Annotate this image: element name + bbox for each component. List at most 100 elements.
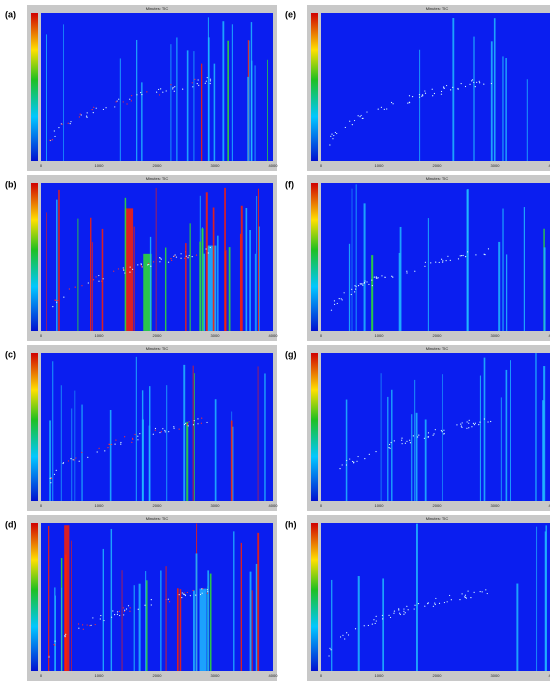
streak — [214, 399, 217, 501]
peak-dot — [432, 605, 435, 607]
streak — [502, 56, 504, 161]
streak — [124, 197, 127, 331]
peak-dot — [114, 443, 116, 445]
peak-dot — [434, 429, 436, 431]
streak — [248, 40, 250, 161]
streak — [505, 254, 508, 331]
peak-dot — [207, 591, 209, 593]
peak-dot — [123, 614, 125, 616]
peak-dot — [173, 427, 175, 429]
streak — [415, 523, 418, 671]
peak-dot — [124, 272, 126, 274]
peak-dot — [82, 624, 84, 626]
peak-dot — [464, 594, 467, 596]
streak — [257, 532, 260, 671]
peak-dot — [174, 254, 176, 256]
peak-dot — [427, 432, 430, 434]
x-tick-label: 0 — [40, 673, 43, 678]
peak-dot — [471, 80, 473, 82]
peak-dot — [160, 431, 162, 433]
streak — [145, 571, 147, 671]
peak-dot — [209, 80, 212, 82]
x-tick-label: 3000 — [211, 163, 221, 168]
streak — [145, 580, 148, 671]
peak-dot — [205, 80, 207, 82]
streak — [133, 226, 135, 331]
peak-dot — [347, 634, 350, 636]
peak-dot — [485, 589, 487, 591]
peak-dot — [197, 79, 199, 81]
x-tick-label: 3000 — [211, 673, 221, 678]
panel-title: Minutes: TIC — [426, 6, 449, 11]
peak-dot — [479, 590, 481, 593]
peak-dot — [332, 138, 334, 140]
streak — [239, 233, 242, 331]
peak-dot — [418, 94, 421, 96]
streak — [207, 245, 217, 331]
plot-area — [321, 353, 550, 501]
peak-dot — [479, 421, 481, 423]
x-tick-label: 1000 — [375, 163, 385, 168]
peak-dot — [413, 608, 415, 610]
peak-dot — [187, 257, 189, 259]
peak-dot — [95, 276, 97, 278]
x-tick-label: 0 — [40, 163, 43, 168]
peak-dot — [464, 255, 467, 258]
peak-dot — [67, 122, 69, 124]
peak-dot — [487, 248, 490, 250]
peak-dot — [55, 469, 57, 471]
peak-dot — [74, 286, 76, 288]
peak-dot — [350, 293, 352, 296]
x-tick-label: 4000 — [549, 333, 550, 338]
color-bar — [311, 183, 318, 331]
peak-dot — [184, 251, 187, 253]
peak-dot — [432, 95, 434, 97]
peak-dot — [457, 87, 459, 90]
peak-dot — [116, 613, 119, 615]
peak-dot — [82, 628, 84, 630]
peak-dot — [411, 95, 414, 98]
peak-dot — [401, 437, 403, 439]
streak — [176, 37, 178, 161]
streak — [141, 82, 143, 161]
streak — [516, 583, 519, 671]
peak-dot — [162, 428, 164, 430]
color-bar — [31, 183, 38, 331]
peak-dot — [111, 443, 113, 446]
peak-dot — [67, 460, 70, 462]
peak-dot — [461, 426, 463, 428]
peak-dot — [182, 593, 185, 595]
peak-dot — [98, 274, 100, 277]
streak — [227, 40, 229, 161]
peak-dot — [53, 643, 55, 646]
streak — [209, 573, 212, 671]
peak-dot — [393, 440, 395, 442]
streak — [380, 373, 382, 501]
peak-dot — [467, 251, 469, 253]
peak-dot — [87, 456, 89, 458]
peak-dot — [355, 286, 357, 288]
panel-title: Minutes: TIC — [426, 516, 449, 521]
peak-dot — [72, 459, 74, 461]
streak — [231, 24, 233, 161]
peak-dot — [473, 81, 475, 84]
streak — [52, 361, 54, 501]
peak-dot — [137, 264, 139, 266]
peak-dot — [129, 610, 131, 612]
peak-dot — [351, 460, 354, 463]
peak-dot — [329, 647, 331, 649]
peak-dot — [122, 267, 124, 269]
peak-dot — [392, 103, 394, 105]
peak-dot — [339, 468, 341, 470]
peak-dot — [205, 248, 207, 250]
peak-dot — [172, 88, 174, 90]
panel-title: Minutes: TIC — [146, 176, 169, 181]
streak — [452, 18, 455, 161]
peak-dot — [408, 101, 410, 103]
peak-dot — [364, 458, 366, 460]
streak — [473, 36, 475, 162]
peak-dot — [150, 265, 152, 267]
peak-dot — [98, 280, 100, 282]
peak-dot — [360, 114, 362, 117]
peak-dot — [373, 619, 375, 621]
